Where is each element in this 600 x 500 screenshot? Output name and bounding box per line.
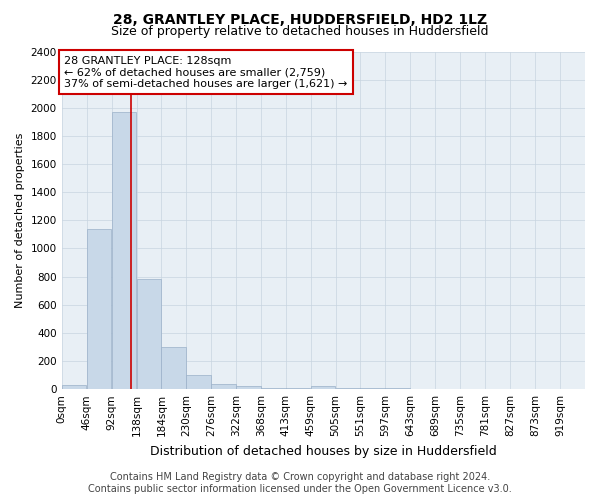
Bar <box>62 385 86 389</box>
Bar <box>161 347 186 389</box>
Bar <box>335 388 361 389</box>
Text: Size of property relative to detached houses in Huddersfield: Size of property relative to detached ho… <box>111 25 489 38</box>
Bar <box>211 384 236 389</box>
Bar <box>311 386 335 389</box>
Bar <box>385 388 410 389</box>
Bar <box>286 388 310 389</box>
Text: 28 GRANTLEY PLACE: 128sqm
← 62% of detached houses are smaller (2,759)
37% of se: 28 GRANTLEY PLACE: 128sqm ← 62% of detac… <box>64 56 348 89</box>
Bar <box>137 280 161 389</box>
Text: Contains HM Land Registry data © Crown copyright and database right 2024.
Contai: Contains HM Land Registry data © Crown c… <box>88 472 512 494</box>
Bar <box>187 375 211 389</box>
Bar <box>236 386 261 389</box>
Y-axis label: Number of detached properties: Number of detached properties <box>15 132 25 308</box>
Bar <box>112 112 136 389</box>
Bar <box>86 229 112 389</box>
Bar <box>261 388 286 389</box>
Text: 28, GRANTLEY PLACE, HUDDERSFIELD, HD2 1LZ: 28, GRANTLEY PLACE, HUDDERSFIELD, HD2 1L… <box>113 12 487 26</box>
X-axis label: Distribution of detached houses by size in Huddersfield: Distribution of detached houses by size … <box>150 444 497 458</box>
Bar <box>361 388 385 389</box>
